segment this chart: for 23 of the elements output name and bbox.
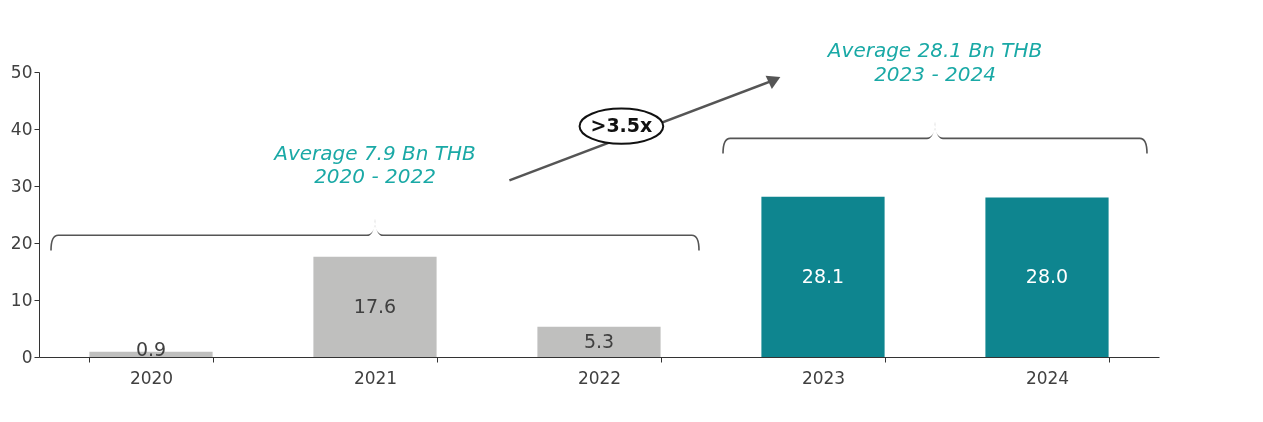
- data-label: 28.1: [801, 264, 845, 287]
- data-label: 28.0: [1025, 265, 1069, 288]
- x-tick-label: 2020: [129, 367, 174, 388]
- data-label: 0.9: [135, 338, 167, 361]
- y-tick-label: 30: [10, 175, 33, 196]
- bar: [985, 197, 1109, 357]
- x-tick-label: 2021: [353, 367, 398, 388]
- annotation: Average 28.1 Bn THB 2023 - 2024: [825, 37, 1043, 86]
- y-tick-label: 40: [10, 118, 33, 139]
- x-tick-label: 2022: [577, 367, 622, 388]
- y-tick-label: 0: [21, 346, 33, 367]
- data-label: 5.3: [583, 329, 615, 352]
- bar: [537, 326, 661, 357]
- y-tick-label: 20: [10, 232, 33, 253]
- bar: [313, 256, 437, 357]
- bar: [761, 196, 885, 357]
- x-tick-label: 2023: [801, 367, 846, 388]
- data-label: 17.6: [353, 294, 397, 317]
- annotation: >3.5x: [590, 114, 653, 137]
- annotation: Average 7.9 Bn THB 2020 - 2022: [272, 140, 476, 189]
- x-tick-label: 2024: [1025, 367, 1070, 388]
- y-tick-label: 10: [10, 289, 33, 310]
- y-tick-label: 50: [10, 61, 33, 82]
